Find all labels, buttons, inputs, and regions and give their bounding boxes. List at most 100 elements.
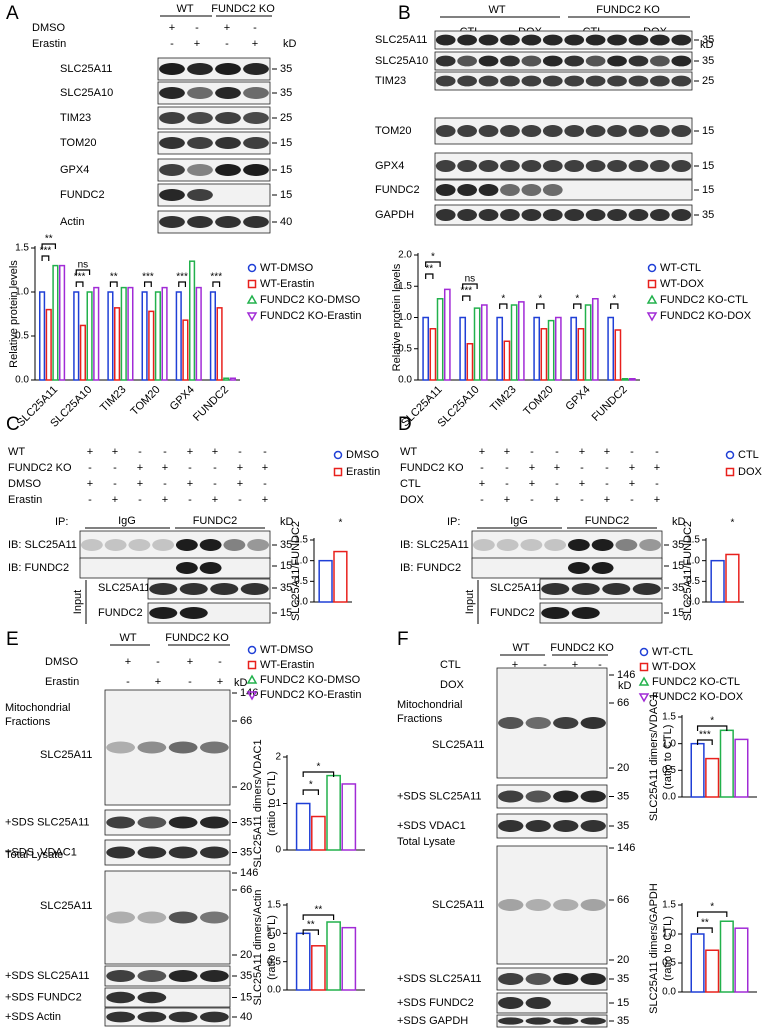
blot: [434, 152, 693, 180]
bar: [496, 316, 504, 381]
condition-sign: +: [604, 494, 610, 506]
unit-label: kD: [618, 680, 632, 692]
y-axis-label: (ratio to CTL): [662, 725, 674, 790]
condition-sign: +: [604, 446, 610, 458]
blot-band: [564, 75, 585, 87]
legend-label: FUNDC2 KO-DOX: [660, 310, 752, 322]
marker-label: 35: [702, 34, 714, 46]
y-tick-label: 1.0: [686, 555, 700, 566]
y-axis-label: Relative protein levels: [391, 263, 403, 371]
blot-label: +SDS FUNDC2: [5, 991, 82, 1003]
blot-band: [521, 160, 542, 172]
blot-band: [435, 125, 456, 137]
blot-band: [585, 160, 606, 172]
blot-band: [553, 820, 579, 832]
blot: [104, 987, 231, 1008]
condition-sign: -: [580, 462, 584, 474]
bar: [459, 316, 467, 381]
legend-marker: [638, 693, 650, 703]
blot-label: FUNDC2: [98, 607, 143, 619]
panel-label: C: [6, 414, 20, 435]
blot: [496, 845, 608, 965]
sig-bracket: [696, 725, 728, 731]
blot-band: [200, 741, 229, 754]
sig-label: *: [730, 518, 734, 529]
condition-sign: +: [224, 22, 230, 34]
blot-band: [187, 87, 213, 99]
condition-label: DMSO: [45, 656, 78, 668]
condition-sign: -: [218, 656, 222, 668]
sig-bracket: [109, 281, 118, 287]
blot-band: [200, 911, 229, 924]
blot-band: [457, 125, 477, 137]
unit-label: kD: [234, 677, 248, 689]
y-tick-label: 0.5: [662, 765, 676, 776]
blot-band: [542, 209, 563, 221]
sig-label: *: [431, 252, 435, 263]
blot-band: [200, 1011, 229, 1023]
y-axis-label: (ratio to CTL): [266, 771, 278, 836]
condition-label: Erastin: [32, 38, 66, 50]
panel-label: A: [6, 3, 19, 24]
blot-label: TOM20: [60, 137, 96, 149]
blot-band: [671, 125, 692, 137]
legend-label: FUNDC2 KO-DOX: [652, 691, 744, 703]
bar: [39, 291, 46, 381]
marker-label: 40: [240, 1011, 252, 1023]
legend-label: Erastin: [346, 466, 380, 478]
blot-band: [542, 125, 563, 137]
blot-label: SLC25A11: [432, 739, 484, 751]
condition-label: Erastin: [8, 494, 42, 506]
y-tick-label: 0.0: [662, 987, 676, 998]
panel-label: D: [398, 414, 412, 435]
blot-band: [591, 539, 614, 551]
bar: [326, 921, 341, 991]
panel-label: E: [6, 629, 19, 650]
condition-label: CTL: [440, 659, 461, 671]
input-label: Input: [72, 590, 84, 614]
blot-band: [175, 562, 198, 574]
condition-sign: -: [138, 446, 142, 458]
condition-sign: -: [253, 22, 257, 34]
y-axis-label: (ratio to CTL): [266, 915, 278, 980]
y-tick-label: 1: [275, 798, 281, 809]
blot-band: [159, 112, 185, 124]
marker-label: 20: [240, 949, 252, 961]
blot-label: IB: FUNDC2: [400, 562, 461, 574]
legend-marker: [639, 662, 649, 672]
bar: [466, 343, 474, 381]
blot-band: [106, 991, 135, 1004]
blot: [157, 183, 271, 207]
blot-band: [521, 209, 542, 221]
bar: [436, 298, 444, 381]
blot-band: [541, 583, 570, 595]
marker-label: 35: [280, 539, 292, 551]
blot-band: [478, 125, 499, 137]
legend-marker: [247, 660, 257, 670]
y-tick-label: 2: [275, 752, 281, 763]
marker-label: 15: [280, 137, 292, 149]
condition-sign: +: [212, 446, 218, 458]
blot: [157, 57, 271, 81]
condition-sign: +: [125, 656, 131, 668]
blot-band: [215, 137, 241, 149]
blot-band: [472, 539, 495, 551]
blot-band: [200, 846, 229, 859]
blot-label: +SDS GAPDH: [397, 1015, 468, 1027]
sig-label: *: [316, 762, 320, 773]
blot-label: IB: SLC25A11: [400, 539, 469, 551]
sig-bracket: [302, 914, 335, 920]
blot-label: FUNDC2: [60, 189, 105, 201]
condition-sign: -: [238, 494, 242, 506]
bar: [510, 304, 518, 381]
y-tick-label: 0.5: [398, 343, 412, 354]
blot-label: SLC25A10: [375, 55, 428, 67]
blot: [157, 106, 271, 130]
legend-label: FUNDC2 KO-CTL: [652, 676, 740, 688]
blot-band: [542, 34, 563, 46]
legend-label: WT-DOX: [660, 278, 705, 290]
condition-sign: +: [162, 494, 168, 506]
legend-marker: [638, 676, 650, 686]
condition-sign: +: [554, 494, 560, 506]
marker-label: 25: [702, 75, 714, 87]
